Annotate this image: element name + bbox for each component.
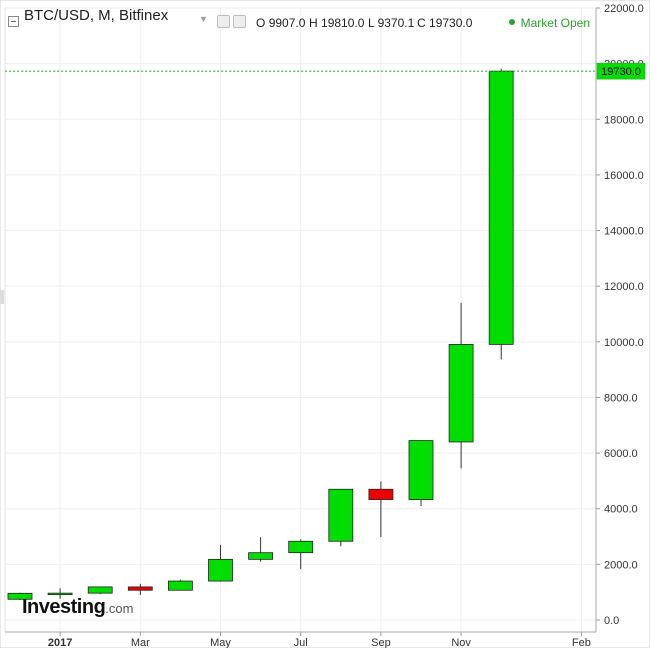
price-tag-label: 19730.0: [601, 66, 641, 78]
candle-body: [408, 440, 434, 500]
candle-body: [7, 592, 33, 600]
candle-body: [248, 552, 274, 560]
ytick-label: 18000.0: [604, 114, 644, 126]
candle-body: [208, 558, 233, 582]
xtick-label: Feb: [572, 637, 591, 648]
candle-body: [448, 344, 474, 443]
market-status: Market Open: [508, 16, 590, 30]
ytick-label: 2000.0: [604, 559, 638, 571]
price-tag-box: [596, 62, 646, 80]
status-dot-icon: [508, 19, 515, 25]
scroll-handle: [0, 290, 4, 304]
ohlc-low: L 9370.1: [368, 16, 415, 30]
candle-body: [328, 488, 354, 542]
xtick-label: Mar: [131, 637, 150, 648]
candle-body: [47, 592, 73, 596]
brand-logo: Investing.com: [22, 596, 134, 618]
ytick-label: 14000.0: [604, 226, 644, 238]
candle-body: [368, 488, 394, 500]
ytick-label: 16000.0: [604, 170, 644, 182]
candle-body: [288, 540, 314, 554]
ohlc-open: O 9907.0: [256, 16, 306, 30]
candle-body: [127, 586, 153, 591]
ytick-label: 0.0: [604, 615, 619, 627]
settings-icon[interactable]: [217, 15, 230, 28]
ytick-label: 4000.0: [604, 504, 638, 516]
gear-icon[interactable]: [233, 15, 246, 28]
chevron-down-icon[interactable]: ▼: [199, 14, 208, 24]
ytick-label: 22000.0: [604, 3, 644, 15]
ytick-label: 6000.0: [604, 448, 638, 460]
ytick-label: 8000.0: [604, 392, 638, 404]
chart-title: BTC/USD, M, Bitfinex: [24, 7, 169, 24]
ohlc-high: H 19810.0: [309, 16, 365, 30]
xtick-label: 2017: [48, 637, 72, 648]
ytick-label: 10000.0: [604, 337, 644, 349]
candle-body: [488, 70, 514, 345]
ytick-label: 12000.0: [604, 281, 644, 293]
candle-body: [87, 586, 113, 594]
xtick-label: Sep: [371, 637, 391, 648]
xtick-label: Jul: [294, 637, 308, 648]
xtick-label: May: [210, 637, 231, 648]
collapse-icon[interactable]: [8, 16, 19, 27]
xtick-label: Nov: [451, 637, 471, 648]
ohlc-close: C 19730.0: [417, 16, 473, 30]
candle-body: [167, 580, 193, 591]
